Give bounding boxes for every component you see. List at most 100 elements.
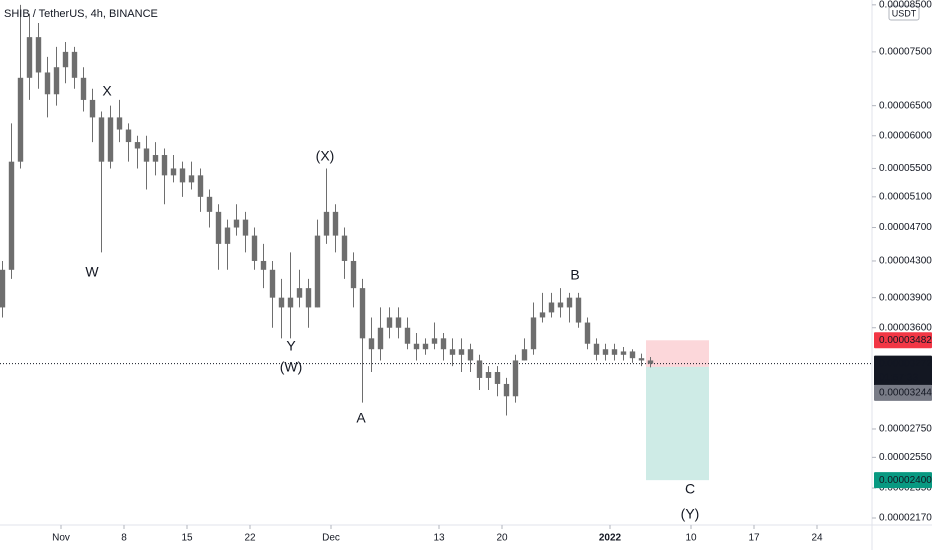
- wave-label: B: [570, 267, 579, 283]
- candle-body: [593, 343, 600, 355]
- candle-body: [341, 235, 348, 261]
- x-tick-label: 24: [811, 533, 823, 544]
- candle-body: [323, 211, 330, 236]
- candle-body: [584, 322, 591, 344]
- candle-body: [476, 360, 483, 378]
- candle-body: [188, 175, 195, 183]
- candle-body: [35, 37, 42, 73]
- candle-body: [395, 317, 402, 328]
- candle-body: [503, 383, 510, 397]
- candle-body: [44, 72, 51, 95]
- candle-body: [638, 358, 645, 361]
- candle-body: [512, 360, 519, 397]
- price-label: 0.00003244: [879, 388, 932, 399]
- candle-body: [386, 317, 393, 328]
- y-tick-label: 0.00002550: [879, 452, 932, 463]
- candle-body: [620, 351, 627, 355]
- candle-body: [305, 288, 312, 308]
- candle-body: [611, 349, 618, 355]
- candle-body: [242, 219, 249, 236]
- plot-area: [0, 4, 872, 481]
- candle-body: [0, 269, 6, 308]
- candle-body: [170, 168, 177, 176]
- candle-body: [62, 51, 69, 68]
- price-label: 0.00003482: [879, 335, 932, 346]
- candle-body: [485, 372, 492, 378]
- price-label-box: [874, 472, 932, 489]
- candle-body: [26, 37, 33, 78]
- candle-body: [53, 67, 60, 95]
- wave-label: Y: [286, 338, 296, 354]
- price-label: 0.00002400: [879, 475, 932, 486]
- candle-body: [332, 211, 339, 236]
- candle-body: [449, 349, 456, 355]
- candle-body: [314, 235, 321, 308]
- price-label-box: [874, 384, 932, 401]
- candle-body: [152, 155, 159, 162]
- candle-body: [89, 99, 96, 118]
- x-tick-label: 20: [496, 533, 508, 544]
- candle-body: [575, 297, 582, 323]
- candle-body: [134, 142, 141, 149]
- wave-label: (W): [280, 359, 303, 375]
- candle-body: [458, 349, 465, 355]
- candle-body: [548, 302, 555, 313]
- candle-body: [17, 77, 24, 162]
- candle-body: [530, 317, 537, 350]
- candle-body: [557, 302, 564, 308]
- candle-body: [566, 297, 573, 308]
- candle-body: [413, 343, 420, 350]
- candle-body: [206, 196, 213, 212]
- candle-body: [431, 338, 438, 344]
- candle-body: [647, 360, 654, 364]
- candle-body: [125, 129, 132, 143]
- price-label-box: [874, 332, 932, 349]
- candle-body: [107, 117, 114, 162]
- candle-body: [71, 51, 78, 78]
- y-tick-label: 0.00002170: [879, 513, 932, 524]
- candle-body: [602, 349, 609, 355]
- candle-body: [278, 297, 285, 308]
- x-tick-label: 10: [685, 533, 697, 544]
- candle-body: [287, 297, 294, 308]
- y-tick-label: 0.00002350: [879, 483, 932, 494]
- candle-body: [521, 349, 528, 361]
- candle-body: [359, 288, 366, 339]
- wave-label: W: [85, 264, 99, 280]
- candle-body: [494, 372, 501, 384]
- candle-body: [251, 235, 258, 261]
- candle-body: [116, 117, 123, 130]
- candle-body: [215, 211, 222, 244]
- candle-body: [197, 175, 204, 197]
- x-tick-label: Nov: [52, 533, 70, 544]
- candle-body: [8, 161, 15, 270]
- candle-body: [260, 260, 267, 270]
- x-tick-label: 17: [748, 533, 760, 544]
- candle-body: [224, 227, 231, 244]
- price-label: 0.00003272: [879, 358, 932, 369]
- candle-body: [179, 168, 186, 183]
- y-tick-label: 0.00004700: [879, 222, 932, 233]
- y-tick-label: 0.00008500: [879, 0, 932, 10]
- wave-label: (X): [316, 148, 335, 164]
- candle-body: [80, 77, 87, 100]
- currency-label: USDT: [892, 8, 917, 18]
- y-tick-label: 0.00004300: [879, 256, 932, 267]
- candle-body: [467, 349, 474, 361]
- countdown: 01:57:33: [879, 372, 918, 383]
- candle-body: [98, 117, 105, 162]
- candle-body: [539, 312, 546, 318]
- candle-body: [368, 338, 375, 350]
- candle-body: [296, 288, 303, 298]
- candle-body: [161, 155, 168, 176]
- x-tick-label: Dec: [322, 533, 340, 544]
- y-tick-label: 0.00006000: [879, 130, 932, 141]
- x-tick-label: 22: [244, 533, 256, 544]
- y-tick-label: 0.00002750: [879, 424, 932, 435]
- x-tick-label: 15: [181, 533, 193, 544]
- y-tick-label: 0.00003600: [879, 322, 932, 333]
- wave-label: (Y): [681, 506, 700, 522]
- x-tick-label: 8: [121, 533, 127, 544]
